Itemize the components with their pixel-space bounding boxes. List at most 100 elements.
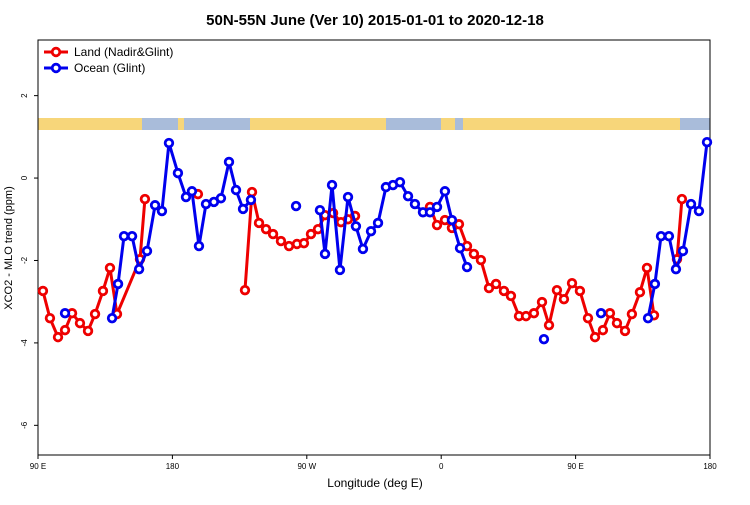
data-point bbox=[342, 191, 354, 203]
y-tick-label: -6 bbox=[20, 421, 29, 429]
data-point bbox=[543, 319, 555, 331]
data-point bbox=[574, 285, 586, 297]
data-point bbox=[200, 198, 212, 210]
data-point bbox=[106, 312, 118, 324]
data-point bbox=[409, 198, 421, 210]
legend: Land (Nadir&Glint) Ocean (Glint) bbox=[44, 45, 173, 75]
data-point bbox=[551, 284, 563, 296]
data-point bbox=[431, 219, 443, 231]
data-point bbox=[582, 312, 594, 324]
plot-frame bbox=[37, 39, 711, 456]
data-point bbox=[402, 190, 414, 202]
data-point bbox=[319, 248, 331, 260]
data-point bbox=[283, 240, 295, 252]
legend-marker bbox=[50, 62, 62, 74]
data-point bbox=[677, 245, 689, 257]
data-point bbox=[670, 263, 682, 275]
data-point bbox=[475, 254, 487, 266]
y-tick-label: 0 bbox=[20, 175, 29, 180]
data-point bbox=[305, 228, 317, 240]
data-point bbox=[685, 198, 697, 210]
data-point bbox=[141, 245, 153, 257]
legend-label: Land (Nadir&Glint) bbox=[74, 45, 173, 59]
data-point bbox=[536, 296, 548, 308]
data-point bbox=[663, 230, 675, 242]
data-point bbox=[611, 317, 623, 329]
data-point bbox=[626, 308, 638, 320]
data-point bbox=[37, 285, 49, 297]
data-point bbox=[334, 264, 346, 276]
y-tick-label: -4 bbox=[20, 339, 29, 347]
data-point bbox=[149, 200, 161, 211]
data-point bbox=[172, 167, 184, 179]
data-point bbox=[424, 207, 436, 218]
data-point bbox=[180, 191, 192, 203]
data-point bbox=[394, 176, 406, 188]
data-point bbox=[619, 325, 631, 337]
data-point bbox=[239, 284, 251, 296]
data-point bbox=[89, 308, 101, 320]
x-tick-label: 180 bbox=[166, 462, 180, 471]
data-point bbox=[483, 282, 495, 294]
data-point bbox=[193, 240, 205, 252]
data-point bbox=[461, 261, 473, 273]
data-point bbox=[365, 226, 377, 237]
data-point bbox=[59, 308, 71, 319]
data-point bbox=[589, 331, 601, 343]
data-point bbox=[676, 193, 688, 205]
data-point bbox=[649, 278, 661, 290]
data-point bbox=[118, 230, 130, 242]
data-point bbox=[104, 262, 116, 274]
series-line bbox=[110, 141, 709, 319]
data-point bbox=[163, 137, 175, 149]
data-point bbox=[693, 205, 705, 217]
data-point bbox=[357, 243, 369, 255]
data-point bbox=[520, 310, 532, 322]
data-point bbox=[454, 242, 466, 254]
data-point bbox=[490, 278, 502, 290]
data-point bbox=[505, 290, 517, 302]
data-point bbox=[453, 219, 465, 230]
x-tick-label: 90 W bbox=[297, 462, 316, 471]
legend-label: Ocean (Glint) bbox=[74, 61, 145, 75]
data-point bbox=[74, 317, 86, 329]
data-point bbox=[642, 312, 654, 324]
data-point bbox=[223, 156, 235, 168]
data-point bbox=[566, 277, 578, 289]
data-point bbox=[655, 230, 667, 242]
data-point bbox=[641, 262, 653, 274]
data-point bbox=[126, 230, 138, 242]
x-tick-label: 180 bbox=[703, 462, 717, 471]
data-point bbox=[97, 285, 109, 297]
x-tick-label: 90 E bbox=[567, 462, 583, 471]
data-point bbox=[267, 228, 279, 240]
data-point bbox=[260, 223, 272, 235]
data-point bbox=[275, 235, 287, 247]
data-point bbox=[230, 184, 242, 196]
data-point bbox=[52, 331, 64, 343]
data-point bbox=[112, 278, 124, 290]
y-axis-label: XCO2 - MLO trend (ppm) bbox=[3, 186, 15, 309]
data-point bbox=[253, 217, 265, 229]
map-strip bbox=[38, 118, 710, 130]
x-axis-label: Longitude (deg E) bbox=[327, 476, 422, 490]
data-point bbox=[139, 193, 151, 205]
data-point bbox=[701, 137, 713, 148]
data-point bbox=[245, 194, 257, 206]
data-point bbox=[350, 221, 362, 232]
x-tick-label: 90 E bbox=[30, 462, 46, 471]
data-point bbox=[133, 263, 145, 275]
data-point bbox=[446, 214, 458, 226]
data-point bbox=[82, 325, 94, 337]
data-point bbox=[597, 324, 609, 336]
data-point bbox=[468, 248, 480, 260]
data-point bbox=[604, 308, 616, 319]
y-tick-label: 2 bbox=[20, 93, 29, 98]
data-point bbox=[326, 179, 338, 191]
data-point bbox=[237, 203, 249, 215]
y-tick-label: -2 bbox=[20, 256, 29, 264]
data-point bbox=[59, 324, 71, 336]
data-point bbox=[186, 186, 198, 197]
data-point bbox=[538, 333, 550, 345]
